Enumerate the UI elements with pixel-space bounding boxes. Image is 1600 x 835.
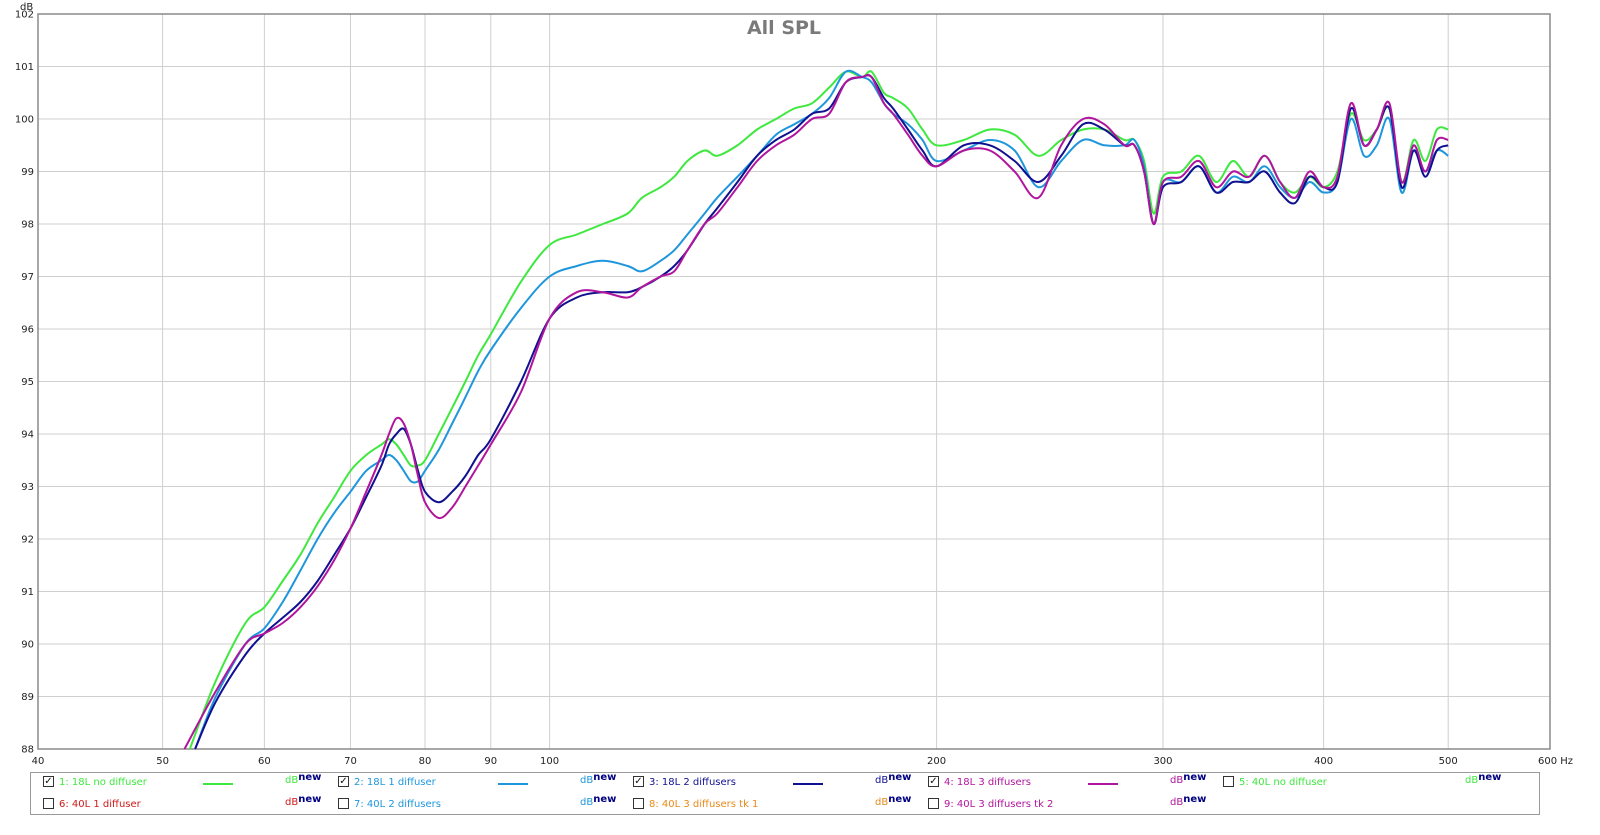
legend-checkbox[interactable] [338, 798, 349, 809]
x-tick-label: 600 Hz [1538, 756, 1573, 767]
x-tick-label: 400 [1314, 756, 1333, 767]
legend-checkbox[interactable]: ✓ [43, 776, 54, 787]
series-line-4 [183, 73, 1449, 750]
y-tick-label: 99 [21, 167, 34, 178]
series-lines [183, 69, 1449, 750]
legend-label: 4: 18L 3 diffusers [944, 777, 1031, 788]
x-tick-label: 80 [419, 756, 432, 767]
x-tick-label: 90 [484, 756, 497, 767]
legend-unit-db: dB [1170, 775, 1184, 786]
legend-unit: dBnew [285, 772, 322, 786]
legend-label: 9: 40L 3 diffusers tk 2 [944, 799, 1054, 810]
legend-unit: dBnew [875, 794, 912, 808]
y-tick-label: 96 [21, 325, 34, 336]
legend-unit: dBnew [875, 772, 912, 786]
legend-unit-new: new [1183, 794, 1207, 805]
legend-label: 1: 18L no diffuser [59, 777, 147, 788]
y-tick-label: 93 [21, 482, 34, 493]
x-tick-label: 40 [32, 756, 45, 767]
x-tick-label: 70 [344, 756, 357, 767]
legend-unit-new: new [888, 794, 912, 805]
legend-item-1: ✓ 1: 18L no diffuser dBnew [37, 772, 337, 793]
legend-unit: dBnew [580, 794, 617, 808]
y-axis-unit: dB [20, 2, 33, 13]
legend-swatch [498, 783, 528, 785]
legend-label: 7: 40L 2 diffusers [354, 799, 441, 810]
legend-item-3: ✓ 3: 18L 2 diffusers dBnew [627, 772, 927, 793]
y-tick-label: 101 [15, 62, 34, 73]
x-tick-labels: 40 50 60 70 80 90 100 200 300 400 500 600 Hz [32, 756, 1573, 767]
x-tick-label: 500 [1439, 756, 1458, 767]
x-tick-label: 50 [156, 756, 169, 767]
y-tick-label: 97 [21, 272, 34, 283]
legend: ✓ 1: 18L no diffuser dBnew ✓ 2: 18L 1 diffus… [30, 772, 1540, 815]
legend-unit: dBnew [285, 794, 322, 808]
y-tick-label: 94 [21, 430, 34, 441]
legend-swatch [203, 783, 233, 785]
legend-label: 6: 40L 1 diffuser [59, 799, 141, 810]
legend-unit: dBnew [1465, 772, 1502, 786]
legend-unit-db: dB [580, 775, 594, 786]
legend-unit-new: new [593, 794, 617, 805]
legend-item-2: ✓ 2: 18L 1 diffuser dBnew [332, 772, 632, 793]
legend-unit-db: dB [285, 797, 299, 808]
legend-unit-db: dB [1465, 775, 1479, 786]
y-tick-labels: 88 89 90 91 92 93 94 95 96 97 98 99 100 101 102 [15, 10, 34, 756]
x-tick-label: 100 [540, 756, 559, 767]
legend-item-9: 9: 40L 3 diffusers tk 2 dBnew [922, 794, 1222, 815]
legend-label: 2: 18L 1 diffuser [354, 777, 436, 788]
legend-swatch [1088, 783, 1118, 785]
legend-label: 3: 18L 2 diffusers [649, 777, 736, 788]
x-tick-label: 60 [258, 756, 271, 767]
y-tick-label: 88 [21, 745, 34, 756]
legend-item-6: 6: 40L 1 diffuser dBnew [37, 794, 337, 815]
y-tick-label: 102 [15, 10, 34, 21]
legend-checkbox[interactable]: ✓ [633, 776, 644, 787]
legend-checkbox[interactable] [928, 798, 939, 809]
x-tick-label: 300 [1153, 756, 1172, 767]
legend-unit: dBnew [1170, 772, 1207, 786]
legend-swatch [793, 783, 823, 785]
legend-unit-new: new [593, 772, 617, 783]
y-tick-label: 90 [21, 640, 34, 651]
series-line-3 [194, 74, 1449, 750]
legend-unit: dBnew [1170, 794, 1207, 808]
legend-checkbox[interactable] [1223, 776, 1234, 787]
legend-unit-db: dB [1170, 797, 1184, 808]
y-tick-label: 95 [21, 377, 34, 388]
legend-label: 8: 40L 3 diffusers tk 1 [649, 799, 759, 810]
series-line-2 [194, 69, 1449, 750]
plot-frame [37, 13, 1551, 750]
y-tick-label: 92 [21, 535, 34, 546]
legend-checkbox[interactable]: ✓ [928, 776, 939, 787]
legend-unit-db: dB [875, 775, 889, 786]
legend-unit-new: new [1478, 772, 1502, 783]
legend-checkbox[interactable] [43, 798, 54, 809]
legend-unit-db: dB [580, 797, 594, 808]
chart-title: All SPL [747, 17, 821, 39]
x-tick-label: 200 [927, 756, 946, 767]
legend-unit: dBnew [580, 772, 617, 786]
y-tick-label: 98 [21, 220, 34, 231]
legend-checkbox[interactable] [633, 798, 644, 809]
legend-unit-new: new [1183, 772, 1207, 783]
legend-item-5: 5: 40L no diffuser dBnew [1217, 772, 1517, 793]
grid [37, 13, 1551, 750]
legend-unit-new: new [298, 772, 322, 783]
legend-unit-new: new [888, 772, 912, 783]
legend-item-7: 7: 40L 2 diffusers dBnew [332, 794, 632, 815]
y-tick-label: 91 [21, 587, 34, 598]
legend-item-4: ✓ 4: 18L 3 diffusers dBnew [922, 772, 1222, 793]
legend-unit-db: dB [875, 797, 889, 808]
legend-label: 5: 40L no diffuser [1239, 777, 1327, 788]
y-tick-label: 89 [21, 692, 34, 703]
legend-unit-db: dB [285, 775, 299, 786]
y-tick-label: 100 [15, 115, 34, 126]
legend-unit-new: new [298, 794, 322, 805]
legend-item-8: 8: 40L 3 diffusers tk 1 dBnew [627, 794, 927, 815]
legend-checkbox[interactable]: ✓ [338, 776, 349, 787]
